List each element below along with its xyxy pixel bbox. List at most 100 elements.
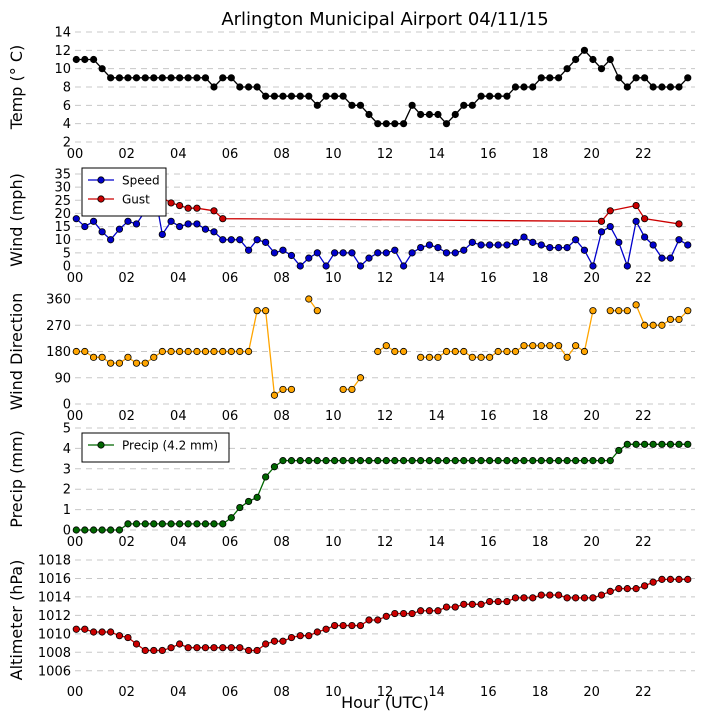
data-point <box>649 578 657 586</box>
data-point <box>666 440 675 448</box>
data-point <box>382 120 390 128</box>
data-point <box>572 594 580 602</box>
data-point <box>374 457 382 465</box>
y-tick-label: 1016 <box>38 572 71 587</box>
data-point <box>193 644 201 652</box>
data-point <box>245 646 253 655</box>
x-tick-label: 02 <box>118 685 135 700</box>
y-tick-label: 1012 <box>38 609 71 624</box>
data-point <box>81 526 89 534</box>
y-tick-label: 20 <box>54 207 71 222</box>
data-point <box>167 217 175 225</box>
data-point <box>572 342 580 350</box>
data-point <box>520 233 528 241</box>
x-tick-label: 06 <box>222 409 239 424</box>
data-point <box>193 347 201 356</box>
data-point <box>176 201 184 210</box>
y-tick-label: 360 <box>46 293 71 308</box>
data-point <box>374 120 382 128</box>
data-point <box>141 520 149 528</box>
data-point <box>520 594 528 602</box>
data-point <box>589 55 597 64</box>
data-point <box>460 101 468 109</box>
data-point <box>425 607 434 615</box>
data-point <box>245 83 253 91</box>
data-point <box>313 307 321 315</box>
data-point <box>124 353 132 361</box>
data-point <box>339 92 347 100</box>
x-tick-label: 04 <box>170 409 187 424</box>
data-point <box>72 347 80 356</box>
x-tick-label: 10 <box>325 147 342 162</box>
legend-marker <box>97 176 105 184</box>
x-tick-label: 00 <box>67 409 84 424</box>
y-tick-label: 0 <box>63 524 71 539</box>
data-point <box>623 440 631 448</box>
data-point <box>98 526 106 534</box>
x-tick-label: 20 <box>583 147 600 162</box>
x-tick-label: 18 <box>532 271 549 286</box>
data-point <box>615 74 623 82</box>
y-tick-label: 12 <box>54 44 71 59</box>
data-point <box>554 244 563 252</box>
data-point <box>201 225 210 233</box>
data-point <box>150 520 158 528</box>
data-point <box>486 597 494 606</box>
data-point <box>554 457 563 465</box>
data-point <box>529 342 537 350</box>
data-point <box>666 575 675 583</box>
data-point <box>227 347 235 356</box>
data-point <box>98 228 106 236</box>
data-point <box>141 359 149 367</box>
data-point <box>132 74 141 82</box>
data-point <box>382 457 390 465</box>
data-point <box>124 217 132 225</box>
y-axis-label: Precip (mm) <box>7 430 26 528</box>
data-point <box>615 585 623 593</box>
data-point <box>305 295 313 303</box>
y-tick-label: 6 <box>63 99 71 114</box>
y-tick-label: 5 <box>63 422 71 437</box>
data-point <box>649 83 657 91</box>
data-point <box>529 83 537 91</box>
data-point <box>98 65 106 73</box>
data-point <box>356 101 365 109</box>
data-point <box>184 644 192 652</box>
data-point <box>494 597 502 606</box>
data-point <box>537 241 545 249</box>
x-tick-label: 12 <box>377 535 394 550</box>
data-point <box>442 603 451 611</box>
data-point <box>374 249 382 257</box>
data-point <box>503 597 511 606</box>
data-point <box>580 594 589 602</box>
data-point <box>649 440 657 448</box>
data-point <box>287 251 296 260</box>
data-point <box>623 585 631 593</box>
data-point <box>417 457 425 465</box>
data-point <box>477 353 485 361</box>
data-point <box>511 594 520 602</box>
data-point <box>115 632 124 640</box>
data-point <box>287 457 296 465</box>
data-point <box>615 446 623 455</box>
data-point <box>503 241 511 249</box>
y-tick-label: 10 <box>54 62 71 77</box>
data-point <box>348 457 356 465</box>
data-point <box>494 347 502 356</box>
data-point <box>684 575 692 583</box>
x-tick-label: 16 <box>480 685 497 700</box>
data-point <box>477 92 485 100</box>
x-tick-label: 04 <box>170 535 187 550</box>
data-point <box>167 74 175 82</box>
x-tick-label: 22 <box>635 685 652 700</box>
data-point <box>468 457 476 465</box>
data-point <box>167 199 175 207</box>
data-point <box>236 83 244 91</box>
data-point <box>270 92 279 100</box>
data-point <box>460 457 468 465</box>
data-point <box>399 609 408 618</box>
data-point <box>425 457 434 465</box>
data-point <box>219 520 227 528</box>
data-point <box>675 220 683 228</box>
x-tick-label: 02 <box>118 271 135 286</box>
